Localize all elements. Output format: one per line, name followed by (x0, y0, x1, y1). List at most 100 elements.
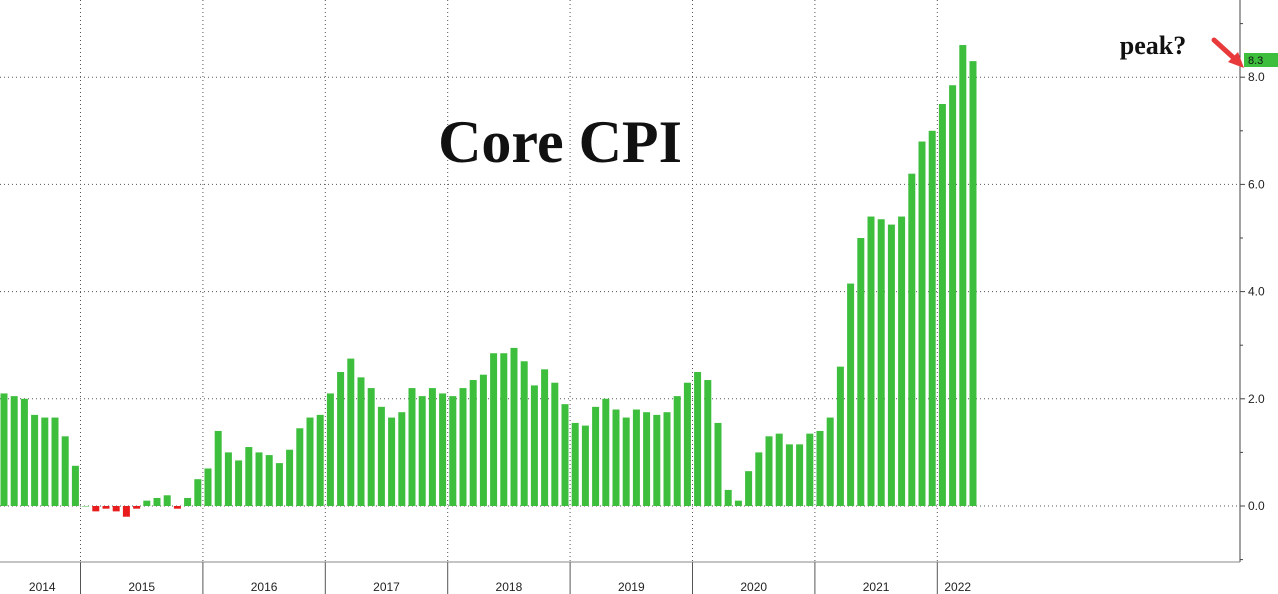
bar (439, 393, 447, 506)
bar (765, 436, 773, 506)
bar (163, 495, 171, 506)
bar (31, 414, 39, 506)
x-year-label: 2018 (496, 580, 523, 594)
bar (734, 500, 742, 506)
bar (143, 500, 151, 506)
bar (20, 398, 28, 506)
bar (326, 393, 334, 506)
y-tick-label: 6.0 (1248, 177, 1265, 191)
bar (806, 433, 814, 506)
bar (673, 396, 681, 506)
x-year-label: 2015 (128, 580, 155, 594)
bar (112, 506, 120, 512)
bar (418, 396, 426, 506)
bar (612, 409, 620, 506)
bar (632, 409, 640, 506)
bar (122, 506, 130, 517)
bar (694, 372, 702, 506)
bar (306, 417, 314, 506)
bar (551, 382, 559, 506)
bar (245, 447, 253, 506)
bar (71, 465, 79, 506)
bar (969, 61, 977, 507)
bar (61, 436, 69, 506)
bar (908, 173, 916, 506)
bar (500, 353, 508, 506)
bar (153, 497, 161, 506)
peak-annotation: peak? (1120, 31, 1186, 60)
bar (133, 506, 141, 509)
bar (92, 506, 100, 512)
bar (184, 497, 192, 506)
x-year-label: 2016 (251, 580, 278, 594)
chart-title: Core CPI (438, 109, 682, 175)
bar (316, 414, 324, 506)
bar (337, 372, 345, 506)
bar (173, 506, 181, 509)
bar (785, 444, 793, 506)
bar (561, 404, 569, 506)
grid-layer (0, 0, 1240, 562)
bar (928, 130, 936, 507)
bar (959, 45, 967, 506)
bar (571, 422, 579, 506)
y-tick-label: 2.0 (1248, 392, 1265, 406)
bar (745, 471, 753, 506)
bar (643, 412, 651, 506)
y-tick-label: 4.0 (1248, 285, 1265, 299)
bar (428, 388, 436, 506)
bar (602, 398, 610, 506)
bar (275, 463, 283, 506)
bar (653, 414, 661, 506)
bar (194, 479, 202, 506)
bar (204, 468, 212, 506)
bar (490, 353, 498, 506)
x-year-label: 2022 (944, 580, 971, 594)
y-tick-label: 0.0 (1248, 499, 1265, 513)
bar (367, 388, 375, 506)
bar (388, 417, 396, 506)
bar (898, 216, 906, 506)
bar (918, 141, 926, 506)
bar (377, 406, 385, 506)
arrow-head-icon (1228, 52, 1244, 68)
bar (347, 358, 355, 506)
bar (857, 238, 865, 506)
x-year-label: 2014 (29, 580, 56, 594)
bar (755, 452, 763, 506)
bar (592, 406, 600, 506)
bar (214, 430, 222, 506)
y-tick-label: 8.0 (1248, 70, 1265, 84)
bar (41, 417, 49, 506)
bar (296, 428, 304, 506)
last-value-badge (1244, 53, 1278, 67)
bar (836, 366, 844, 506)
bar (714, 422, 722, 506)
bar (622, 417, 630, 506)
bar (469, 380, 477, 506)
bar (10, 396, 18, 506)
bar (796, 444, 804, 506)
bar (887, 224, 895, 506)
bar (663, 412, 671, 506)
x-year-label: 2019 (618, 580, 645, 594)
bar (265, 455, 273, 506)
bar (581, 425, 589, 506)
bar (520, 361, 528, 506)
bar (51, 417, 59, 506)
x-year-label: 2020 (740, 580, 767, 594)
bar (102, 506, 110, 509)
bar (704, 380, 712, 506)
bar (724, 489, 732, 506)
bar (816, 430, 824, 506)
bar (357, 377, 365, 506)
bar (530, 385, 538, 506)
bar (541, 369, 549, 506)
bar (877, 219, 885, 507)
x-year-label: 2017 (373, 580, 400, 594)
bar (479, 374, 487, 506)
bar (826, 417, 834, 506)
x-year-label: 2021 (863, 580, 890, 594)
